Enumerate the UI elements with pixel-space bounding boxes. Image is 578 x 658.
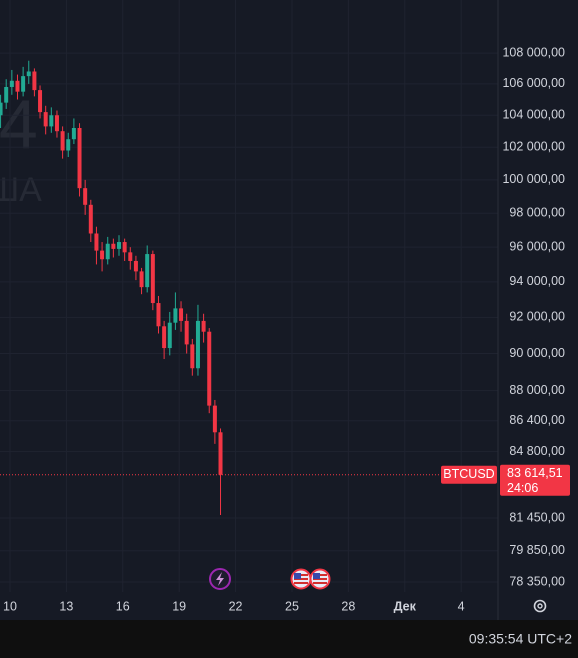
candle-body	[54, 115, 59, 132]
clock: 09:35:54 UTC+2	[469, 631, 572, 647]
last-price-label: 83 614,51	[507, 466, 563, 480]
y-tick-label: 94 000,00	[509, 274, 565, 288]
y-tick-label: 92 000,00	[509, 310, 565, 324]
candle-body	[49, 115, 54, 127]
x-tick-label: 19	[172, 599, 186, 613]
y-tick-label: 79 850,00	[509, 543, 565, 557]
x-tick-label: 25	[285, 599, 299, 613]
y-tick-label: 104 000,00	[502, 108, 565, 122]
symbol-badge	[441, 465, 497, 484]
event-icon[interactable]	[209, 568, 231, 590]
candle-body	[83, 188, 88, 205]
y-tick-label: 98 000,00	[509, 205, 565, 219]
y-tick-label: 108 000,00	[502, 45, 565, 59]
plot	[0, 60, 498, 516]
price-badge	[500, 464, 570, 496]
y-tick-label: 106 000,00	[502, 76, 565, 90]
candle-body	[184, 320, 189, 345]
y-tick-label: 100 000,00	[502, 172, 565, 186]
candle-body	[207, 331, 212, 406]
candle-body	[94, 233, 99, 251]
candle-body	[195, 320, 200, 369]
candle-body	[122, 242, 127, 253]
event-icon[interactable]	[309, 568, 331, 590]
x-tick-label: 28	[341, 599, 355, 613]
candle-body	[145, 254, 150, 288]
candle-body	[167, 322, 172, 349]
candle-body	[15, 80, 20, 92]
candle-body	[156, 303, 161, 327]
watermark: 24ША	[0, 85, 42, 209]
candle-body	[128, 252, 133, 261]
watermark-text: ША	[0, 171, 42, 209]
candle-body	[139, 271, 144, 288]
candle-body	[162, 326, 167, 349]
candle-body	[218, 432, 223, 475]
y-tick-label: 78 350,00	[509, 574, 565, 588]
candle-body	[201, 320, 206, 332]
candle-body	[60, 131, 65, 151]
grid	[0, 0, 498, 592]
y-tick-label: 102 000,00	[502, 140, 565, 154]
candle-body	[179, 308, 184, 321]
candle-body	[100, 250, 105, 260]
y-tick-label: 90 000,00	[509, 346, 565, 360]
candle-body	[212, 405, 217, 433]
x-tick-label: 4	[458, 599, 465, 613]
candle-body	[43, 112, 48, 127]
x-tick-label: 16	[116, 599, 130, 613]
candle-body	[77, 127, 82, 189]
y-tick-label: 88 000,00	[509, 383, 565, 397]
price-axis: 108 000,00 106 000,00 104 000,00 102 000,00…	[502, 45, 565, 588]
candle-body	[26, 71, 31, 77]
candle-body	[71, 127, 76, 140]
x-tick-label: Дек	[394, 599, 417, 613]
candle-body	[190, 344, 195, 369]
candle-body	[88, 204, 93, 234]
countdown-label: 24:06	[507, 481, 538, 495]
settings-icon[interactable]	[533, 599, 547, 613]
event-icon[interactable]	[290, 568, 312, 590]
x-tick-label: 13	[59, 599, 73, 613]
y-tick-label: 86 400,00	[509, 413, 565, 427]
bottom-bar	[0, 620, 578, 658]
symbol-label: BTCUSD	[443, 467, 494, 481]
candle-body	[0, 102, 3, 116]
y-tick-label: 81 450,00	[509, 510, 565, 524]
candle-body	[9, 80, 14, 87]
x-tick-label: 10	[3, 599, 17, 613]
candle-body	[4, 86, 9, 103]
candle-body	[133, 260, 138, 272]
candle-body	[32, 71, 37, 91]
candle-body	[117, 242, 122, 249]
candle-body	[173, 308, 178, 323]
time-axis: 10 13 16 19 22 25 28 Дек 4	[3, 599, 465, 613]
x-tick-label: 22	[229, 599, 243, 613]
candle-body	[150, 254, 155, 304]
candle-body	[38, 90, 43, 113]
candle-body	[111, 243, 116, 249]
y-tick-label: 96 000,00	[509, 239, 565, 253]
candle-body	[66, 139, 71, 151]
candle-body	[21, 76, 26, 92]
y-tick-label: 84 800,00	[509, 444, 565, 458]
candle-body	[105, 243, 110, 260]
